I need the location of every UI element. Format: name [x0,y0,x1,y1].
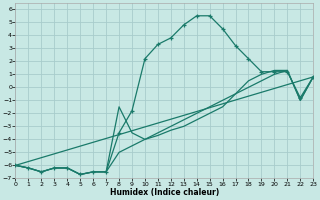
X-axis label: Humidex (Indice chaleur): Humidex (Indice chaleur) [110,188,219,197]
